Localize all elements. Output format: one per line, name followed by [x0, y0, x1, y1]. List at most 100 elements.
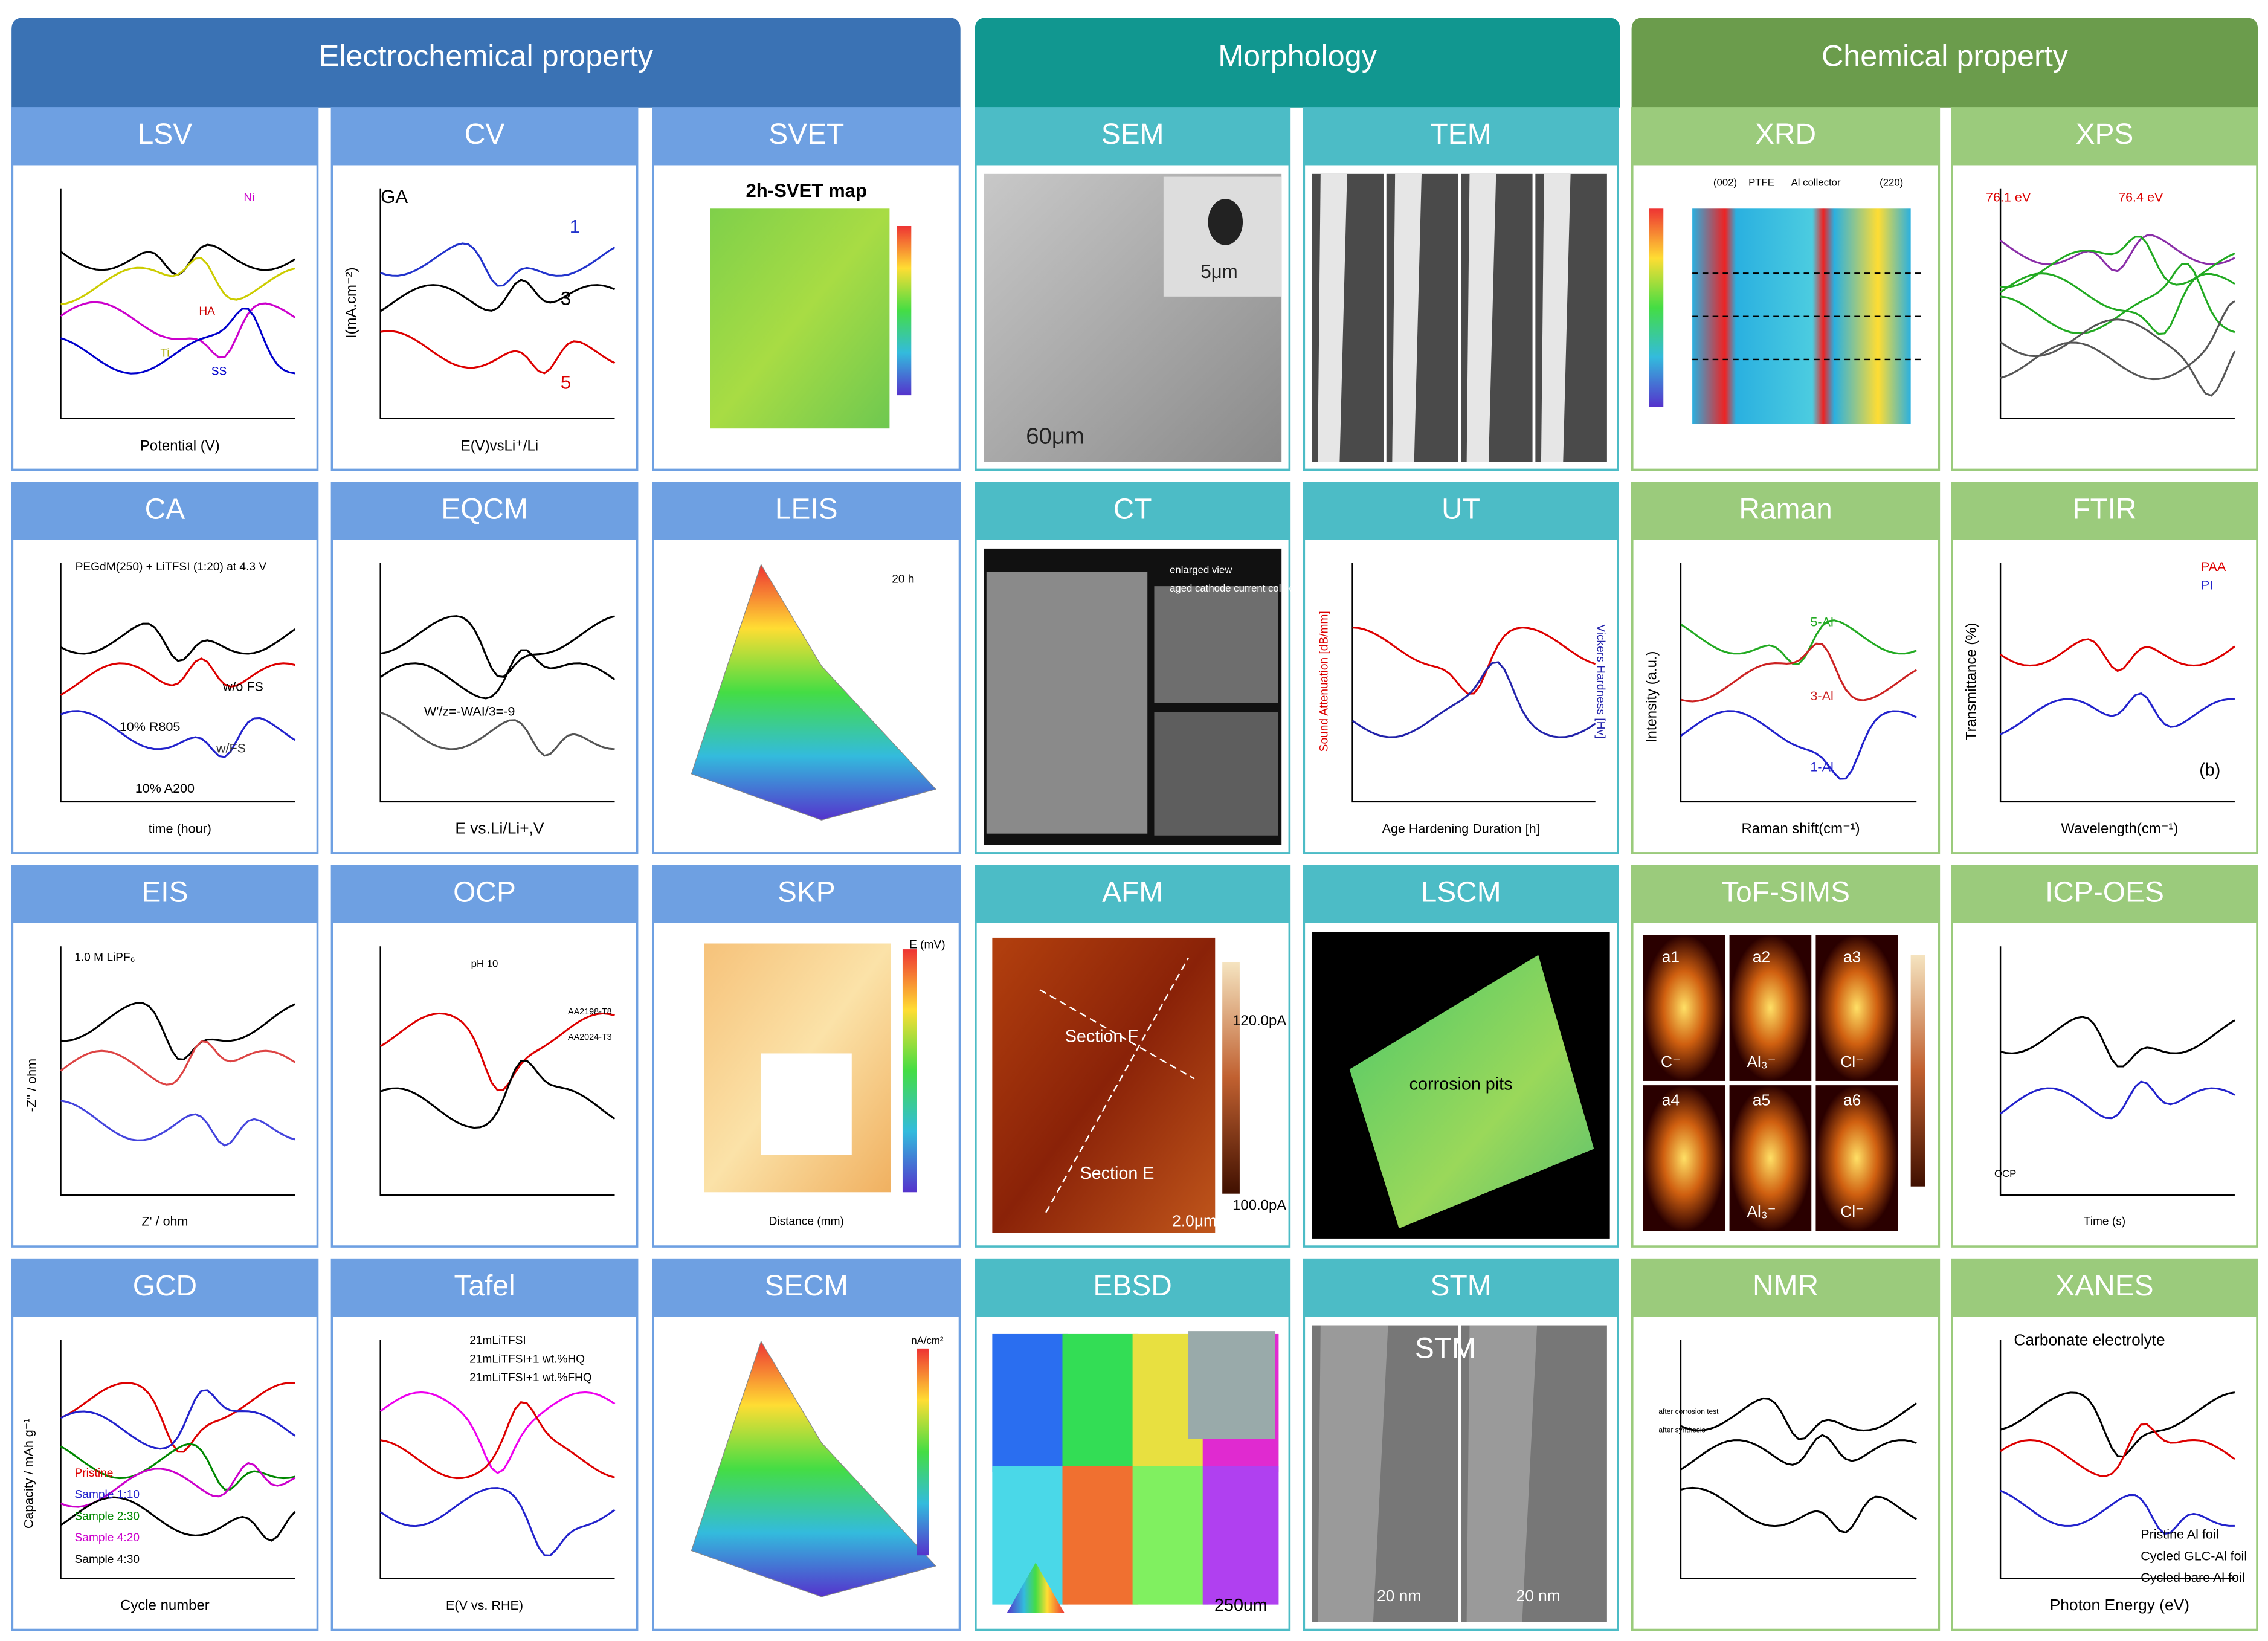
panel-text: Section F — [1065, 1027, 1138, 1046]
curve — [2000, 263, 2235, 334]
curve — [60, 1100, 295, 1147]
panel-title: TEM — [1431, 118, 1492, 150]
panel-text: (002) — [1713, 176, 1737, 188]
panel-text: 76.1 eV — [1986, 190, 2031, 204]
axes — [379, 946, 615, 1196]
panel-title-bar — [975, 482, 1290, 540]
panel-title: CT — [1113, 493, 1152, 525]
panel-text: 10% R805 — [120, 720, 181, 734]
panel-text: Cl⁻ — [1840, 1202, 1864, 1220]
panel-title-bar — [331, 1259, 638, 1317]
image-region — [710, 208, 890, 429]
panel-title: UT — [1442, 493, 1480, 525]
panel-text: 1-Al — [1810, 759, 1833, 774]
panel-title: SEM — [1101, 118, 1164, 150]
panel-text: nA/cm² — [911, 1335, 943, 1346]
panel-text: Capacity / mAh g⁻¹ — [22, 1419, 36, 1529]
grain — [1062, 1333, 1139, 1472]
strip — [1466, 173, 1496, 462]
panel-text: 10% A200 — [135, 781, 195, 796]
panel-text: Photon Energy (eV) — [2050, 1596, 2189, 1614]
panel-title-bar — [1303, 107, 1619, 166]
image-region — [1729, 1085, 1812, 1231]
panel-text: 100.0pA — [1232, 1198, 1286, 1214]
axes — [1351, 563, 1596, 803]
panel-title-bar — [11, 865, 318, 923]
curve — [1680, 710, 1917, 780]
panel-title: XRD — [1755, 118, 1816, 150]
panel — [11, 107, 319, 471]
panel-title: FTIR — [2072, 493, 2136, 525]
panel-text: E (mV) — [909, 938, 946, 951]
panel-text: a6 — [1843, 1091, 1861, 1109]
panel-title-bar — [11, 1259, 318, 1317]
grain — [992, 1333, 1069, 1472]
curve — [1680, 1486, 1918, 1534]
axes — [1999, 563, 2235, 803]
panel-text: Transmittance (%) — [1964, 622, 1980, 740]
curve — [60, 257, 295, 306]
panel-text: 3 — [561, 288, 571, 309]
panel-title-bar — [1951, 107, 2258, 166]
curve — [1352, 627, 1596, 695]
panel-text: W'/z=-WAI/3=-9 — [424, 704, 515, 718]
curve — [2000, 1016, 2235, 1068]
section-title: Morphology — [1218, 39, 1377, 73]
curve — [60, 308, 295, 375]
curve — [380, 330, 616, 375]
inset-image — [1188, 1331, 1275, 1439]
panel-title-bar — [1631, 482, 1940, 540]
section-line — [1039, 989, 1195, 1080]
panel-title-bar — [1631, 1259, 1940, 1317]
panel-text: 21mLiTFSI+1 wt.%HQ — [469, 1353, 585, 1365]
panel-title: LSCM — [1421, 877, 1501, 909]
panel-text: Cycle number — [120, 1597, 210, 1614]
color-bar — [1910, 955, 1925, 1187]
curve — [379, 1391, 616, 1474]
panel-text: Potential (V) — [140, 437, 220, 454]
axes — [1999, 946, 2235, 1196]
panel-title: SVET — [768, 118, 844, 150]
curve — [60, 1389, 296, 1450]
section-line — [1045, 957, 1189, 1213]
color-bar — [1222, 962, 1240, 1194]
panel-text: 1 — [570, 216, 580, 237]
color-bar — [902, 949, 917, 1193]
curve — [60, 622, 296, 662]
panel-title: EIS — [141, 877, 188, 909]
axes — [60, 946, 295, 1196]
panel-text: Sample 2:30 — [75, 1510, 140, 1523]
panel-text: pH 10 — [471, 958, 498, 969]
panel-text: after synthesis — [1658, 1426, 1705, 1434]
curve — [379, 1012, 615, 1092]
panel-text: E vs.Li/Li+,V — [455, 819, 544, 837]
panel-text: after corrosion test — [1658, 1407, 1719, 1416]
curve — [60, 1382, 295, 1453]
panel-text: Sound Attenuation [dB/mm] — [1318, 611, 1331, 752]
panel-text: SS — [211, 365, 227, 378]
panel-title-bar — [11, 482, 318, 540]
image-region — [1815, 1085, 1898, 1231]
panel-text: 3-Al — [1810, 689, 1833, 703]
image-region — [986, 572, 1148, 834]
panel-text: 20 h — [892, 573, 914, 586]
panel-text: Al₃⁻ — [1747, 1053, 1776, 1071]
panel-text: Pristine — [75, 1467, 114, 1480]
panel-text: PI — [2201, 578, 2213, 592]
curve — [2000, 692, 2235, 735]
curve — [379, 1487, 616, 1557]
grain — [1132, 1466, 1209, 1605]
panel-title-bar — [1951, 865, 2258, 923]
panel-text: -Z'' / ohm — [25, 1059, 39, 1112]
panel-title: EQCM — [441, 493, 528, 525]
panel-text: Ni — [243, 192, 254, 204]
panel-text: Wavelength(cm⁻¹) — [2061, 820, 2178, 837]
panel-title: EBSD — [1093, 1270, 1171, 1302]
panel-text: Z' / ohm — [141, 1214, 188, 1228]
image-region — [1154, 586, 1278, 703]
surface — [1349, 955, 1594, 1229]
axes — [1999, 188, 2235, 419]
panel-text: 2h-SVET map — [746, 180, 867, 201]
panel-text: PTFE — [1748, 176, 1774, 188]
panel-text: a5 — [1753, 1091, 1770, 1109]
